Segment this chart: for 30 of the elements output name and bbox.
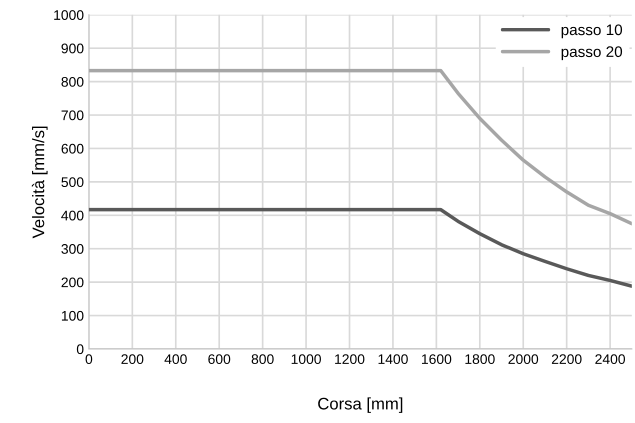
x-tick-label: 2200	[552, 354, 582, 364]
x-axis-title: Corsa [mm]	[318, 397, 402, 413]
x-tick-label: 0	[86, 354, 92, 364]
x-tick-label: 1200	[335, 354, 364, 364]
y-tick-label: 300	[61, 244, 84, 254]
legend-label: passo 10	[562, 24, 622, 38]
y-tick-label: 400	[61, 210, 84, 220]
y-tick-label: 700	[62, 110, 84, 120]
y-tick-label: 900	[62, 44, 84, 54]
x-tick-label: 2000	[508, 354, 538, 364]
x-tick-label: 200	[121, 354, 144, 364]
y-tick-label: 100	[62, 310, 84, 321]
y-tick-label: 0	[76, 344, 84, 354]
line-series	[88, 68, 632, 226]
x-tick-label: 1000	[292, 354, 321, 364]
x-tick-label: 800	[252, 354, 274, 364]
x-tick-label: 1600	[422, 354, 452, 364]
x-tick-label: 400	[164, 354, 187, 364]
y-tick-label: 200	[62, 277, 84, 288]
x-tick-label: 1400	[378, 354, 408, 364]
line-series	[88, 208, 632, 288]
legend-label: passo 20	[562, 46, 622, 60]
y-axis-title: Velocità [mm/s]	[32, 126, 48, 238]
y-tick-label: 800	[61, 76, 84, 87]
y-tick-label: 500	[61, 177, 84, 188]
x-tick-label: 600	[208, 354, 230, 364]
y-tick-label: 1000	[54, 10, 84, 20]
y-tick-label: 600	[62, 144, 84, 154]
x-tick-label: 1800	[465, 354, 495, 364]
x-tick-label: 2400	[595, 354, 626, 364]
